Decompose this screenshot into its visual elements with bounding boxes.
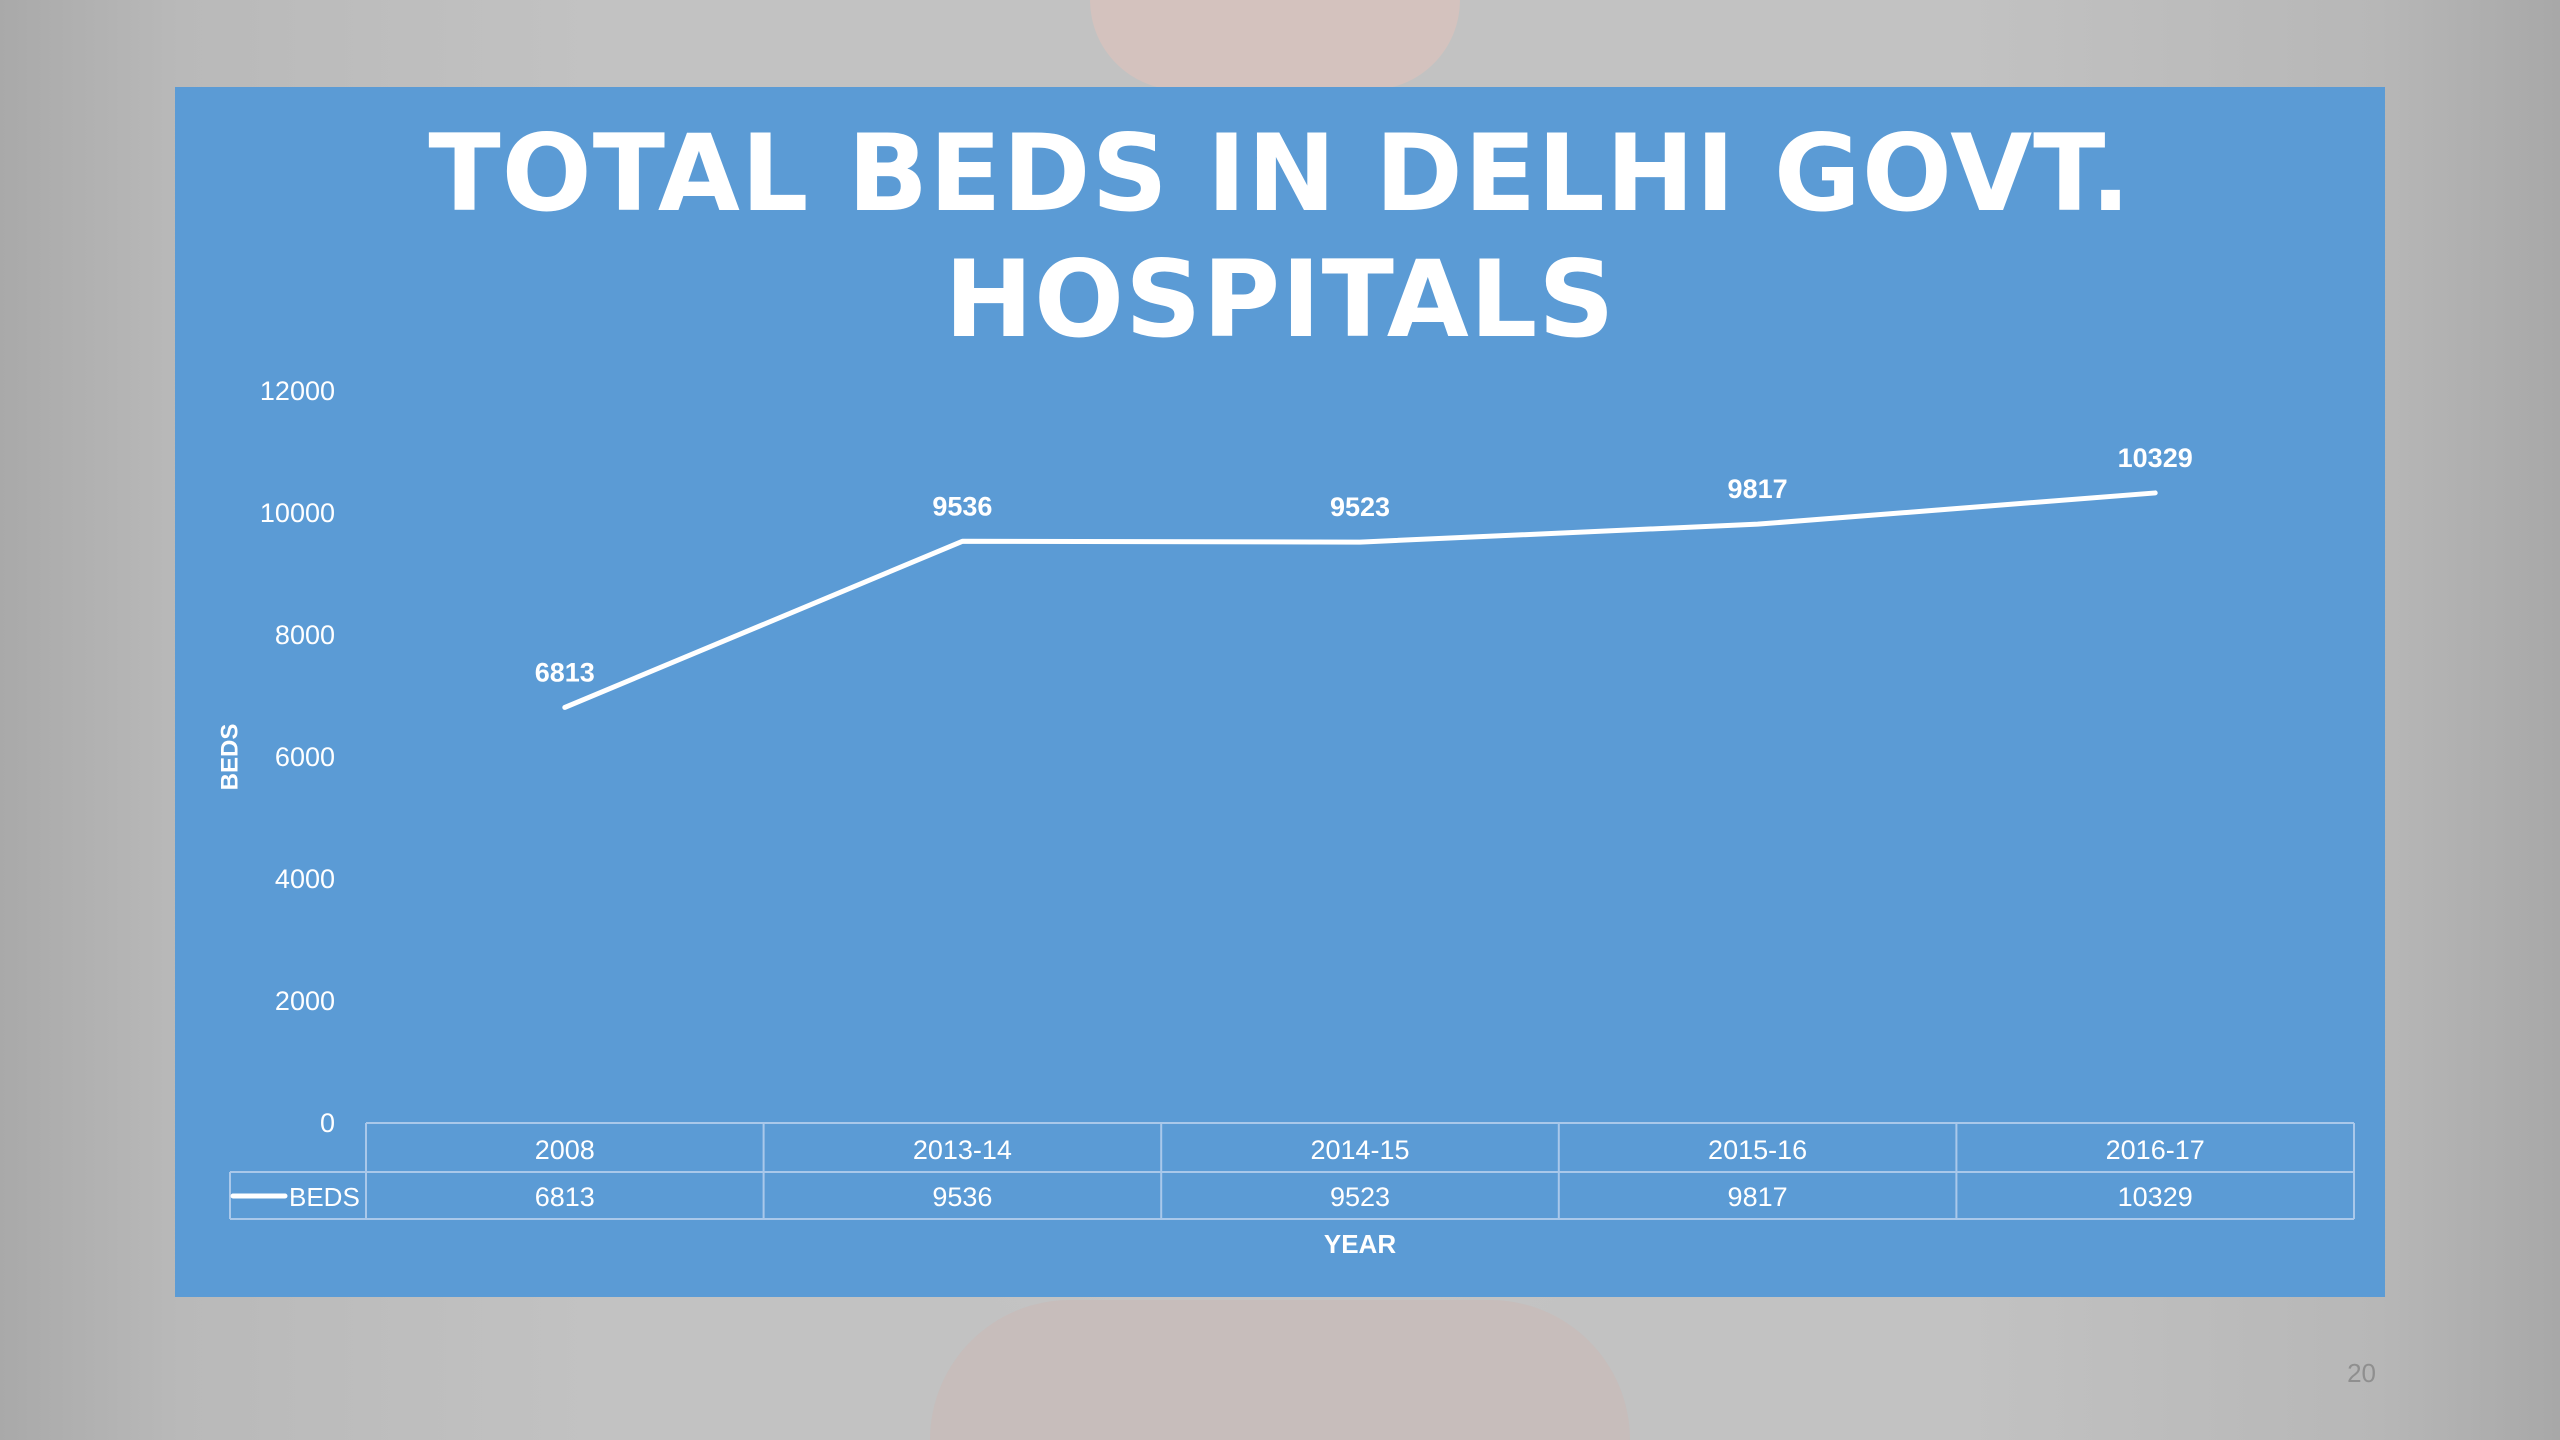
table-cell-value: 10329 [2118,1182,2193,1212]
data-label: 9817 [1728,474,1788,504]
x-tick-label: 2014-15 [1310,1135,1409,1165]
table-cell-value: 9817 [1728,1182,1788,1212]
y-tick-label: 6000 [275,742,335,772]
x-tick-label: 2016-17 [2106,1135,2205,1165]
drop-lines [562,492,2157,1111]
table-cell-value: 9523 [1330,1182,1390,1212]
table-cell-value: 9536 [932,1182,992,1212]
y-tick-label: 12000 [260,376,335,406]
x-tick-label: 2008 [535,1135,595,1165]
chart-title: TOTAL BEDS IN DELHI GOVT. HOSPITALS [428,112,2132,361]
slide-number: 20 [2347,1358,2376,1388]
y-tick-label: 4000 [275,864,335,894]
data-label: 9523 [1330,492,1390,522]
data-labels: 6813 9536 9523 9817 10329 [535,443,2193,687]
x-axis-title: YEAR [1324,1229,1396,1259]
y-axis-tick-labels: 0 2000 4000 6000 8000 10000 12000 [260,376,335,1138]
y-tick-label: 0 [320,1108,335,1138]
series-line-beds [562,490,2158,710]
data-label: 9536 [932,491,992,521]
legend-label-beds: BEDS [289,1182,360,1212]
data-table: 2008 2013-14 2014-15 2015-16 2016-17 BEDS 6813… [229,1122,2355,1220]
x-tick-label: 2015-16 [1708,1135,1807,1165]
chart-panel: TOTAL BEDS IN DELHI GOVT. HOSPITALS 0 200… [175,87,2385,1297]
line-chart: 0 2000 4000 6000 8000 10000 12000 BEDS 6813 953… [216,376,2355,1259]
table-cell-value: 6813 [535,1182,595,1212]
data-label: 10329 [2118,443,2193,473]
y-tick-label: 8000 [275,620,335,650]
data-label: 6813 [535,657,595,687]
y-tick-label: 10000 [260,498,335,528]
y-tick-label: 2000 [275,986,335,1016]
x-tick-label: 2013-14 [913,1135,1012,1165]
y-axis-title: BEDS [216,724,243,791]
